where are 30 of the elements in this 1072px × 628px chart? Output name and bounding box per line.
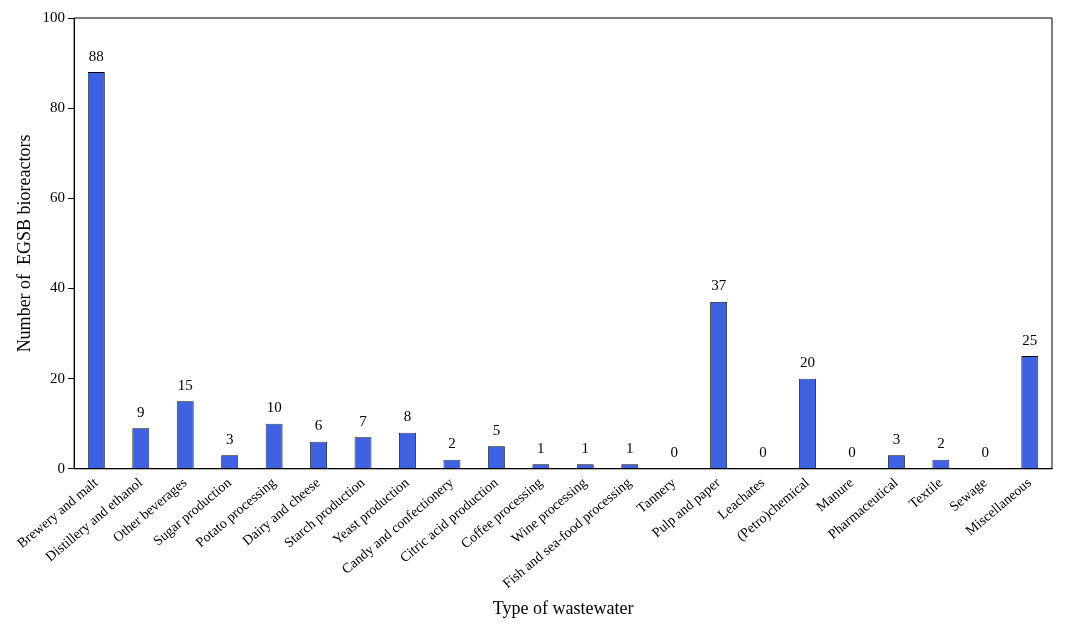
data-label: 0: [848, 444, 856, 461]
data-label: 9: [137, 403, 145, 420]
data-label: 7: [359, 412, 368, 429]
data-label: 2: [937, 435, 945, 452]
data-label: 0: [981, 444, 990, 461]
data-label: 5: [492, 421, 501, 438]
data-label: 20: [800, 354, 816, 371]
data-label: 3: [892, 430, 901, 447]
y-tick-label: 0: [57, 459, 66, 476]
data-label: 37: [711, 277, 727, 294]
data-label: 0: [670, 444, 678, 461]
x-axis-title: Type of wastewater: [492, 597, 634, 618]
y-tick-label: 80: [50, 99, 66, 116]
data-label: 3: [225, 430, 234, 447]
data-label: 88: [88, 47, 104, 64]
data-label: 0: [759, 444, 767, 461]
data-label: 1: [581, 439, 590, 456]
data-label: 8: [403, 408, 412, 425]
data-label: 6: [314, 417, 323, 434]
y-tick-label: 40: [50, 279, 66, 296]
data-label: 25: [1022, 331, 1038, 348]
data-label: 15: [177, 376, 193, 393]
data-label: 1: [537, 439, 545, 456]
data-label: 2: [448, 435, 456, 452]
y-axis-title: Number of EGSB bioreactors: [13, 134, 34, 353]
y-tick-label: 60: [50, 189, 66, 206]
data-label: 10: [266, 399, 282, 416]
data-label: 1: [625, 439, 634, 456]
y-tick-label: 20: [50, 369, 66, 386]
y-tick-label: 100: [42, 8, 66, 25]
